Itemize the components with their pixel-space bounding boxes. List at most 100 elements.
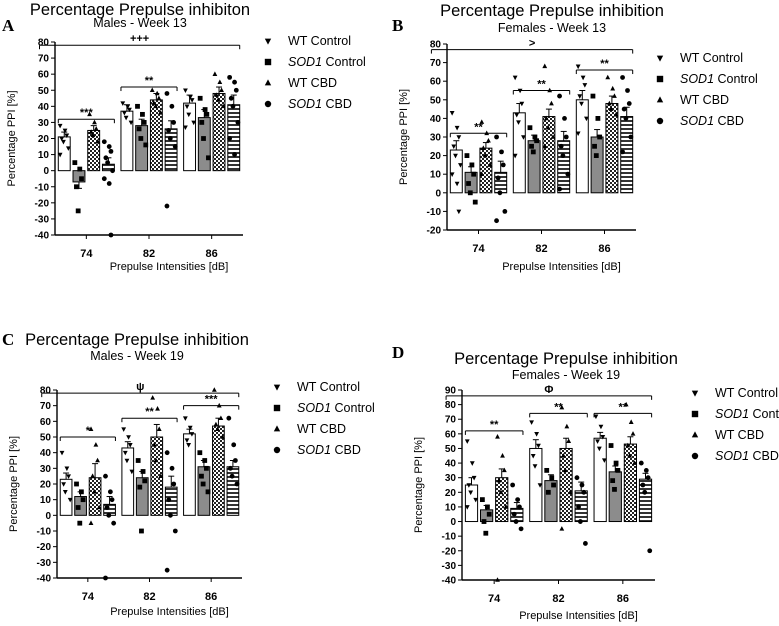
- data-point: [458, 163, 463, 168]
- data-point: [595, 439, 600, 444]
- data-point: [563, 134, 569, 140]
- y-tick-label: 0: [435, 188, 441, 199]
- data-point: [456, 209, 462, 215]
- y-axis-title: Percentage PPI [%]: [413, 437, 425, 533]
- data-point: [481, 519, 487, 524]
- y-tick-label: 70: [38, 54, 50, 65]
- data-point: [472, 199, 478, 205]
- data-point: [202, 107, 208, 112]
- data-point: [456, 135, 462, 140]
- data-point: [59, 136, 65, 142]
- data-point: [167, 136, 173, 141]
- data-point: [580, 75, 586, 81]
- y-tick-label: -20: [442, 546, 457, 557]
- legend-marker: [264, 38, 272, 45]
- data-point: [601, 458, 607, 463]
- data-point: [521, 135, 526, 140]
- data-point: [584, 116, 589, 122]
- data-point: [466, 483, 472, 488]
- bar-wt-control: [575, 99, 589, 194]
- data-point: [567, 489, 573, 495]
- data-point: [90, 132, 96, 138]
- significance-label: **: [145, 75, 154, 87]
- data-point: [512, 75, 518, 81]
- y-tick-label: -40: [35, 231, 50, 242]
- data-point: [496, 477, 502, 483]
- data-point: [151, 442, 157, 447]
- data-point: [187, 425, 193, 431]
- data-point: [80, 497, 86, 503]
- y-tick-label: 70: [445, 415, 457, 426]
- data-point: [453, 153, 458, 159]
- data-point: [64, 133, 70, 139]
- data-point: [495, 577, 500, 582]
- data-point: [464, 153, 470, 158]
- data-point: [643, 467, 649, 473]
- data-point: [579, 482, 585, 488]
- data-point: [557, 93, 562, 99]
- data-point: [620, 149, 625, 155]
- bar-sod1-cbd: [557, 140, 571, 194]
- data-point: [542, 143, 548, 149]
- x-axis-title: Prepulse Intensities [dB]: [110, 261, 229, 273]
- data-point: [121, 110, 127, 116]
- x-tick-label: 82: [535, 243, 547, 255]
- data-point: [171, 481, 177, 487]
- bar-sod1-control: [197, 117, 211, 172]
- data-point: [485, 504, 490, 510]
- data-point: [140, 469, 146, 474]
- data-point: [628, 419, 634, 424]
- y-tick-label: 50: [40, 433, 52, 444]
- data-point: [613, 111, 619, 117]
- significance-label: Φ: [544, 384, 553, 396]
- data-point: [57, 123, 63, 129]
- x-tick-label: 82: [552, 593, 564, 605]
- data-point: [596, 446, 602, 452]
- data-point: [72, 160, 78, 166]
- chart-title: Percentage Prepulse inhibition: [454, 350, 678, 368]
- data-point: [202, 458, 208, 463]
- data-point: [620, 75, 625, 80]
- data-point: [164, 91, 170, 96]
- data-point: [515, 497, 521, 503]
- data-point: [154, 90, 160, 96]
- data-point: [166, 497, 172, 503]
- data-point: [90, 473, 95, 478]
- data-point: [562, 467, 568, 473]
- data-point: [156, 426, 162, 431]
- data-point: [158, 473, 164, 478]
- data-point: [191, 120, 197, 126]
- data-point: [466, 181, 471, 186]
- data-point: [200, 481, 206, 487]
- legend-marker: [273, 404, 281, 412]
- data-point: [62, 128, 68, 134]
- data-point: [126, 435, 131, 440]
- data-point: [189, 432, 195, 437]
- y-tick-label: -20: [37, 542, 52, 553]
- data-point: [518, 526, 524, 532]
- data-point: [615, 467, 621, 473]
- legend-entry: SOD1 Control: [680, 72, 758, 86]
- data-point: [153, 457, 159, 463]
- data-point: [482, 152, 488, 158]
- data-point: [454, 181, 460, 187]
- data-point: [549, 475, 555, 481]
- x-tick-label: 74: [472, 243, 485, 255]
- data-point: [74, 184, 79, 190]
- data-point: [143, 142, 149, 148]
- significance-label: ***: [80, 107, 94, 119]
- data-point: [517, 504, 522, 510]
- data-point: [551, 482, 556, 488]
- legend-marker: [264, 58, 272, 66]
- data-point: [536, 443, 541, 449]
- data-point: [511, 511, 517, 517]
- data-point: [593, 153, 599, 158]
- data-point: [608, 106, 614, 111]
- data-point: [213, 421, 219, 427]
- y-tick-label: 60: [38, 70, 50, 81]
- data-point: [494, 134, 499, 140]
- x-tick-label: 86: [206, 248, 218, 260]
- data-point: [197, 95, 203, 101]
- data-point: [183, 125, 188, 131]
